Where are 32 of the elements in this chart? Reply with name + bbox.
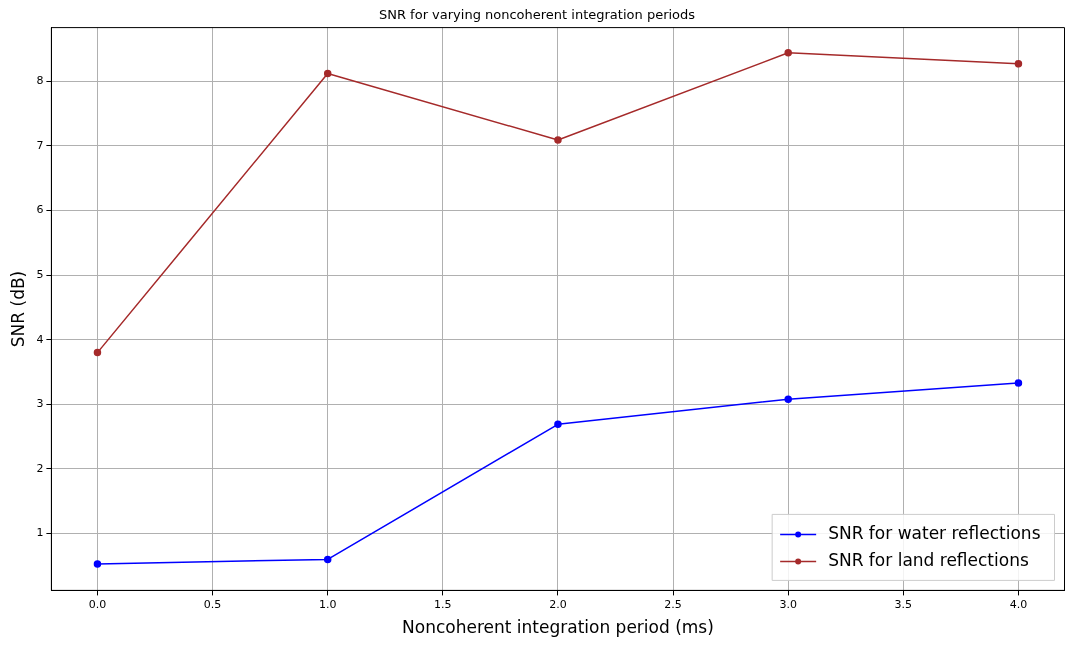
chart-title: SNR for varying noncoherent integration periods — [378, 7, 696, 23]
y-tick-label: 7 — [36, 138, 44, 152]
point — [554, 420, 562, 429]
x-tick-label: 3.5 — [894, 597, 913, 611]
point — [554, 136, 562, 144]
x-tick-label: 1.0 — [318, 597, 337, 611]
point — [93, 348, 102, 357]
legend-label: SNR for land reflections — [828, 549, 1029, 570]
legend-label: SNR for water reflections — [828, 522, 1041, 543]
point — [784, 395, 792, 403]
y-axis-title: SNR (dB) — [7, 270, 28, 348]
y-tick-label: 2 — [36, 461, 44, 475]
y-tick-label: 3 — [36, 397, 44, 411]
x-tick-label: 2.5 — [664, 597, 682, 611]
point — [323, 555, 332, 564]
point — [1014, 60, 1023, 68]
point — [93, 560, 102, 568]
point — [323, 69, 332, 78]
y-tick-label: 6 — [36, 203, 44, 217]
x-tick-label: 2.0 — [549, 597, 567, 611]
x-axis-title: Noncoherent integration period (ms) — [402, 617, 714, 638]
y-tick-label: 8 — [36, 74, 44, 88]
x-tick-label: 4.0 — [1009, 597, 1028, 611]
point — [1014, 379, 1023, 387]
y-tick-label: 1 — [36, 526, 44, 540]
point — [784, 49, 792, 57]
y-tick-label: 4 — [36, 332, 44, 346]
y-tick-label: 5 — [36, 267, 44, 281]
x-tick-label: 1.5 — [434, 597, 452, 611]
x-tick-label: 0.0 — [88, 597, 107, 611]
x-tick-label: 0.5 — [203, 597, 222, 611]
x-tick-label: 3.0 — [779, 597, 797, 611]
